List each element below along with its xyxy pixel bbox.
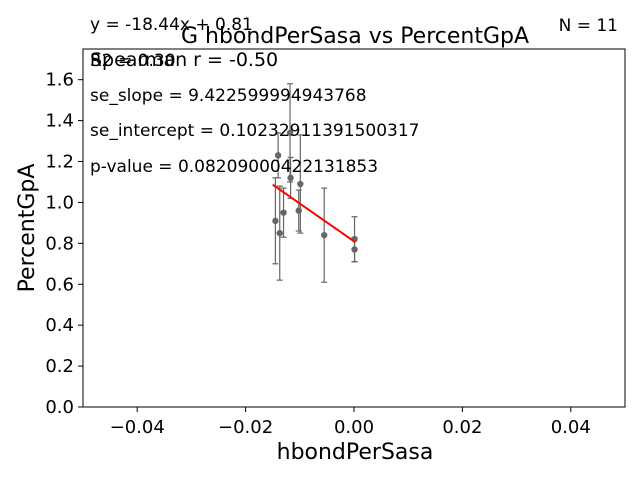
- data-point: [351, 246, 358, 253]
- data-point: [280, 209, 287, 216]
- data-point: [286, 129, 294, 137]
- x-tick-label: 0.00: [334, 417, 374, 438]
- x-tick-label: −0.02: [218, 417, 273, 438]
- x-axis-label: hbondPerSasa: [277, 440, 434, 465]
- x-tick-label: 0.02: [442, 417, 482, 438]
- y-tick-label: 0.0: [45, 397, 74, 418]
- equation-annotation: y = -18.44x + 0.81: [90, 15, 253, 35]
- y-tick-label: 0.6: [45, 274, 74, 295]
- n-annotation: N = 11: [559, 16, 618, 36]
- y-tick-label: 1.6: [45, 70, 74, 91]
- y-tick-label: 0.8: [45, 233, 74, 254]
- data-point: [297, 180, 304, 188]
- data-point: [276, 229, 283, 237]
- data-point: [287, 174, 294, 182]
- y-tick-label: 0.2: [45, 356, 74, 377]
- se-slope-annotation: se_slope = 9.422599994943768: [90, 86, 367, 106]
- x-axis: −0.04 −0.02 0.00 0.02 0.04: [110, 407, 591, 438]
- chart-title: G hbondPerSasa vs PercentGpA: [181, 24, 529, 49]
- x-tick-label: −0.04: [110, 417, 165, 438]
- data-points: [272, 129, 358, 253]
- y-tick-label: 1.2: [45, 152, 74, 173]
- data-point: [320, 231, 328, 239]
- data-point: [272, 217, 279, 225]
- y-axis-label: PercentGpA: [15, 164, 40, 293]
- y-axis: 0.0 0.2 0.4 0.6 0.8 1.0 1.2 1.4 1.6: [45, 70, 83, 418]
- y-tick-label: 1.0: [45, 192, 74, 213]
- p-value-annotation: p-value = 0.08209000422131853: [90, 157, 378, 177]
- y-tick-label: 1.4: [45, 111, 74, 132]
- fit-line: [272, 183, 356, 243]
- r2-annotation: R2 = 0.30: [90, 51, 176, 71]
- fit-line-group: [272, 183, 356, 243]
- se-intercept-annotation: se_intercept = 0.10232911391500317: [90, 121, 419, 141]
- x-tick-label: 0.04: [551, 417, 591, 438]
- data-point: [274, 152, 282, 159]
- spearman-annotation: Spearman r = -0.50: [90, 49, 278, 71]
- data-point: [295, 207, 302, 214]
- y-tick-label: 0.4: [45, 315, 74, 336]
